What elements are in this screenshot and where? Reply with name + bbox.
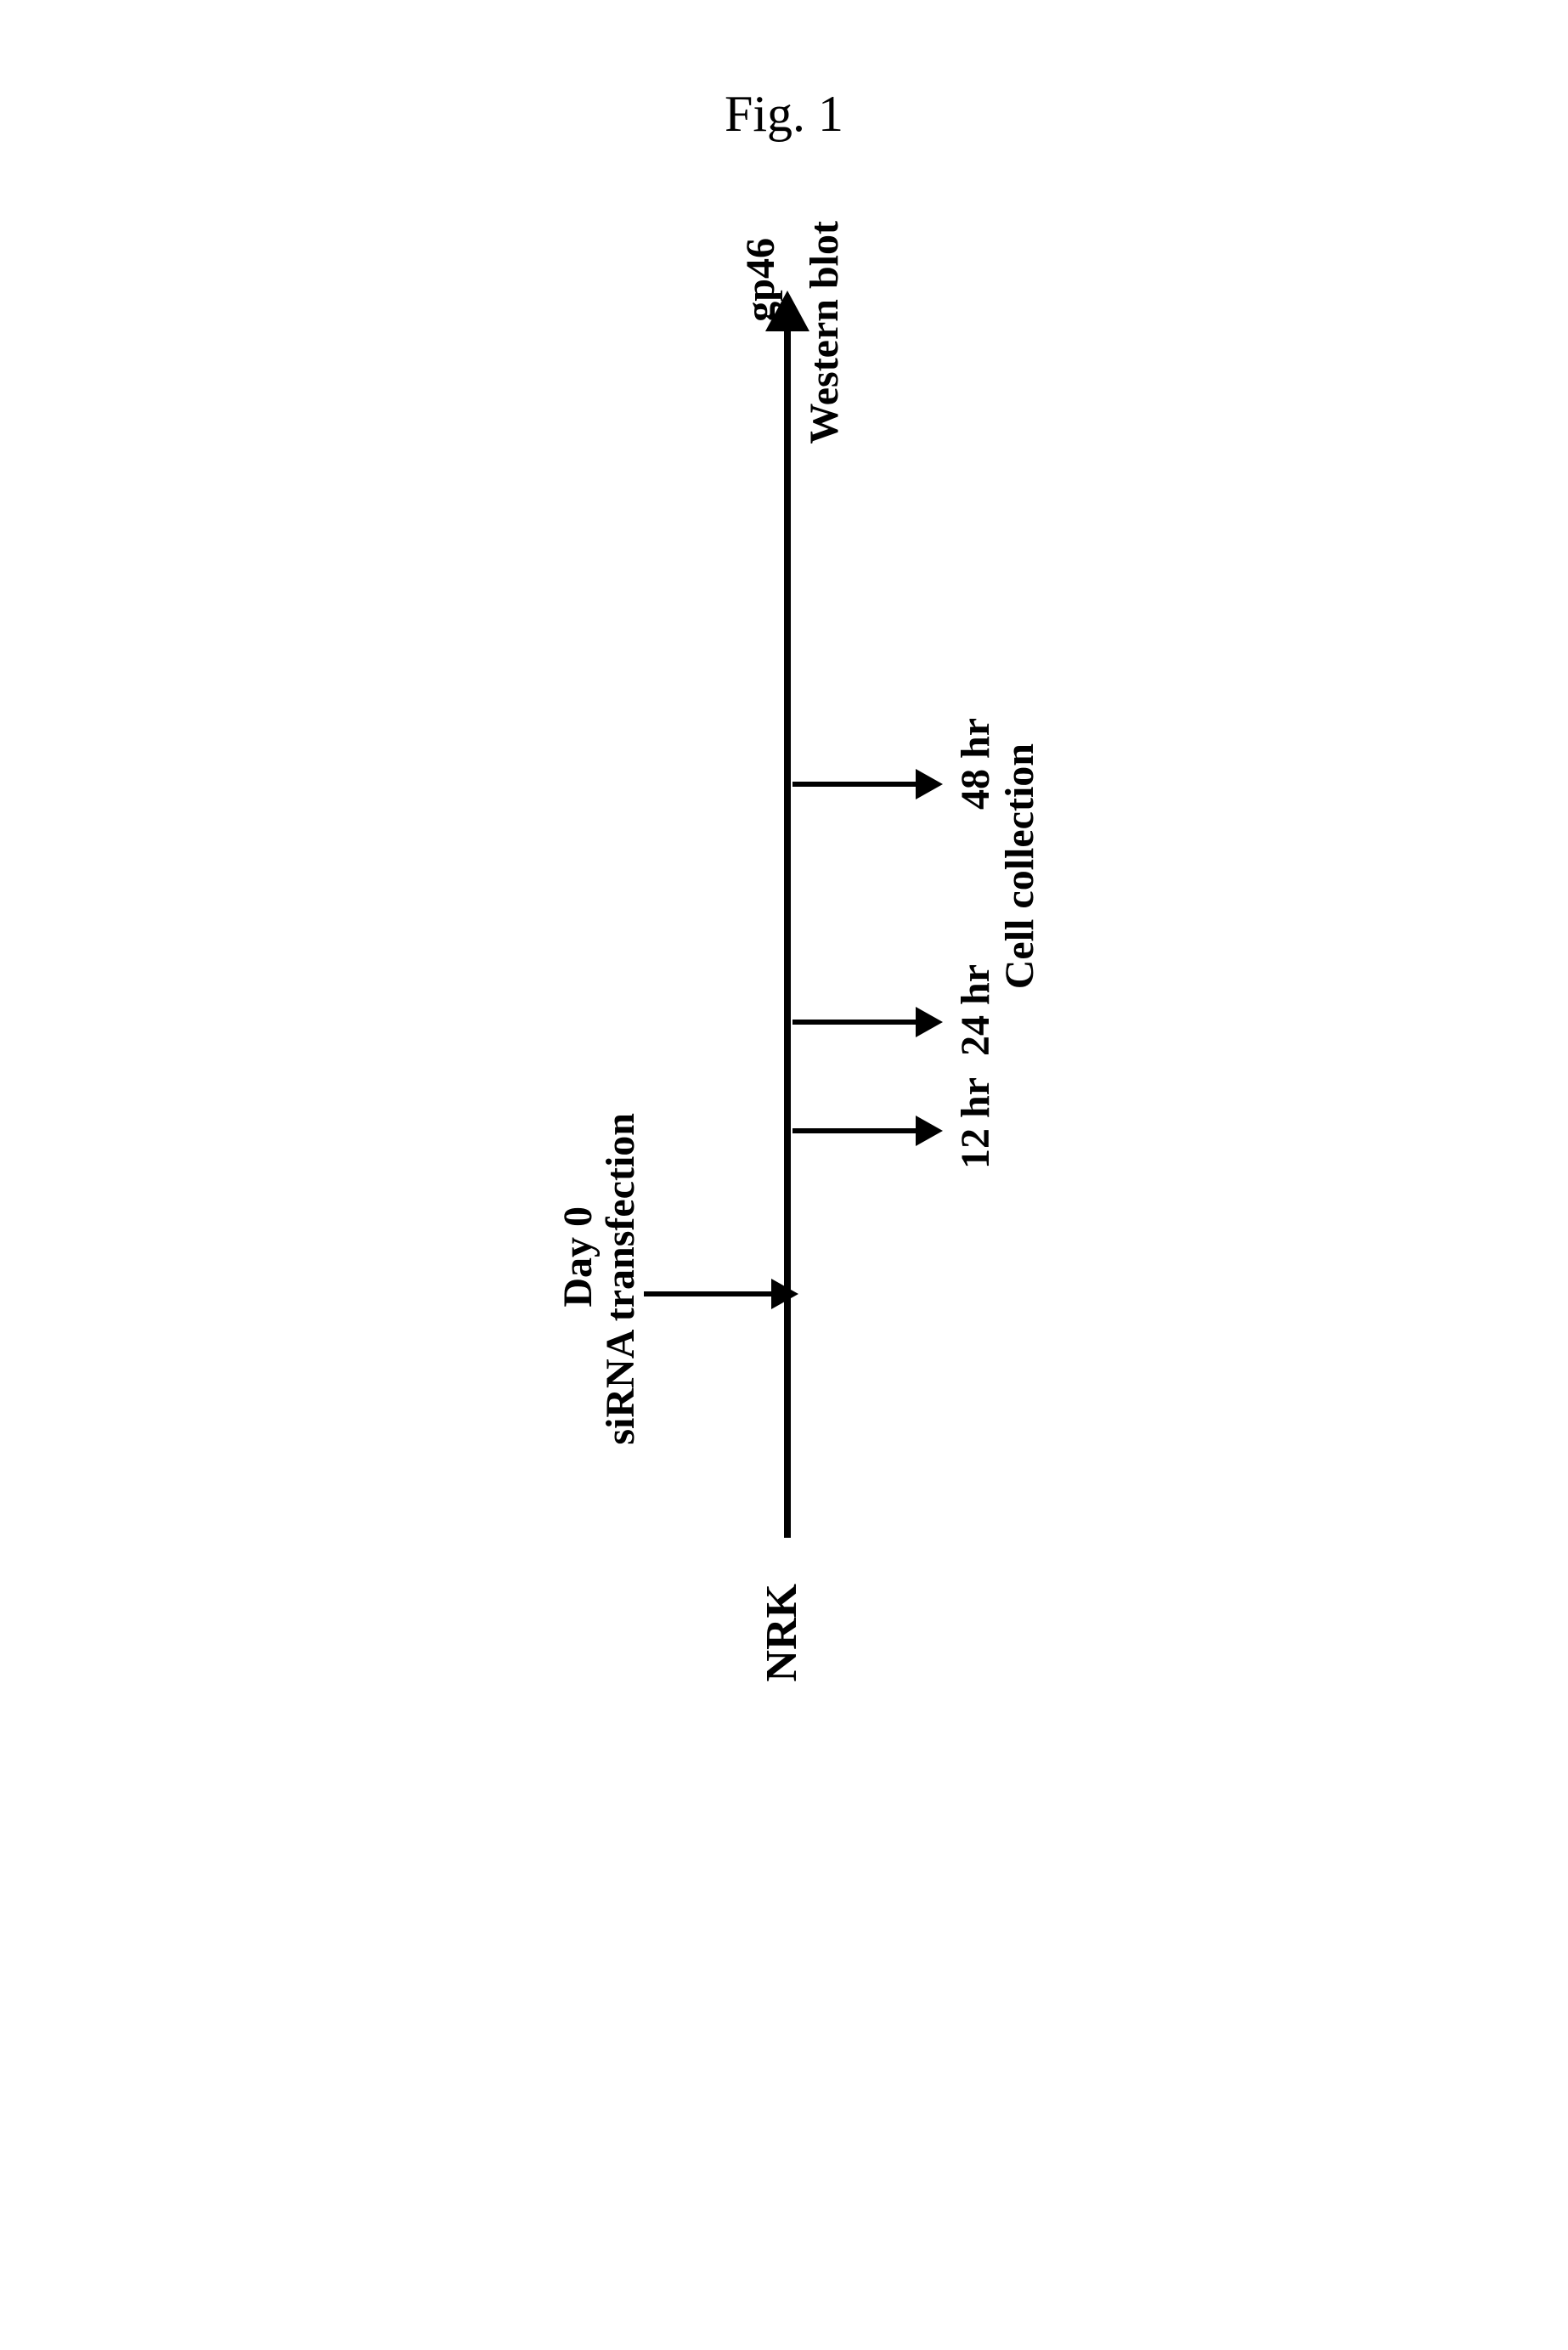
timeline-diagram: NRK gp46 Western blot Day 0 siRNA transf… [487, 238, 1081, 1682]
western-blot-label: Western blot [801, 221, 848, 444]
timepoint-48hr-label: 48 hr [952, 718, 999, 810]
day0-label: Day 0 [555, 1206, 601, 1308]
collection-arrow-12hr [792, 1128, 924, 1133]
sirna-transfection-label: siRNA transfection [597, 1113, 644, 1445]
timeline-axis [784, 323, 791, 1538]
collection-arrowhead-12hr-icon [916, 1116, 943, 1146]
transfection-arrowhead-icon [771, 1279, 798, 1309]
transfection-arrow [644, 1291, 780, 1296]
timepoint-24hr-label: 24 hr [952, 964, 999, 1056]
collection-arrowhead-48hr-icon [916, 769, 943, 799]
gp46-label: gp46 [737, 238, 784, 322]
nrk-label: NRK [757, 1584, 807, 1682]
collection-arrow-48hr [792, 782, 924, 787]
figure-title: Fig. 1 [725, 85, 843, 144]
cell-collection-label: Cell collection [996, 743, 1043, 989]
collection-arrowhead-24hr-icon [916, 1007, 943, 1037]
timepoint-12hr-label: 12 hr [952, 1077, 999, 1169]
collection-arrow-24hr [792, 1020, 924, 1025]
